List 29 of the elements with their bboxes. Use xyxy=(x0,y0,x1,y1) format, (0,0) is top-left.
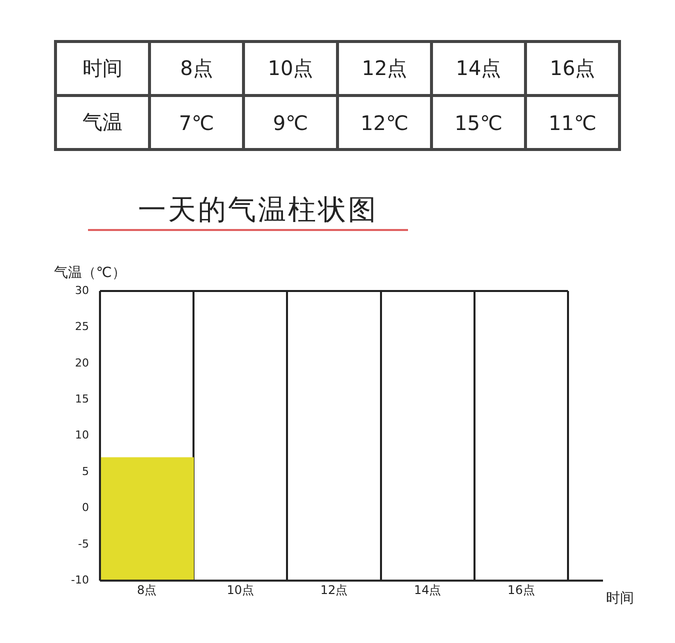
y-tick-label: 30 xyxy=(74,284,89,297)
text: 8点 xyxy=(150,42,244,96)
x-axis-title: 时间 xyxy=(606,590,634,607)
chart-title: 一天的气温柱状图 xyxy=(88,191,408,231)
y-tick-label: 10 xyxy=(74,428,89,442)
text: 11℃ xyxy=(526,96,620,150)
text: 9℃ xyxy=(244,96,338,150)
text: 12点 xyxy=(338,42,432,96)
y-tick-label: 25 xyxy=(74,320,89,334)
text: 10点 xyxy=(244,42,338,96)
text: 气温 xyxy=(56,96,150,150)
y-tick-label: 5 xyxy=(82,464,89,478)
x-tick-label: 12点 xyxy=(320,582,348,597)
y-tick-label: -10 xyxy=(71,573,89,586)
y-axis-title: 气温（℃） xyxy=(54,265,126,281)
x-tick-label: 8点 xyxy=(136,582,157,597)
text: 16点 xyxy=(526,42,620,96)
text: 14点 xyxy=(432,42,526,96)
text: 7℃ xyxy=(150,96,244,150)
text: 12℃ xyxy=(338,96,432,150)
x-tick-label: 16点 xyxy=(508,582,535,597)
y-tick-label: -5 xyxy=(78,537,89,550)
y-tick-label: 20 xyxy=(74,356,89,370)
y-tick-label: 15 xyxy=(74,392,89,406)
y-tick-label: 0 xyxy=(82,501,89,514)
text: 时间 xyxy=(56,42,150,96)
x-tick-label: 10点 xyxy=(226,582,254,597)
x-tick-label: 14点 xyxy=(414,582,442,597)
text: 15℃ xyxy=(432,96,526,150)
